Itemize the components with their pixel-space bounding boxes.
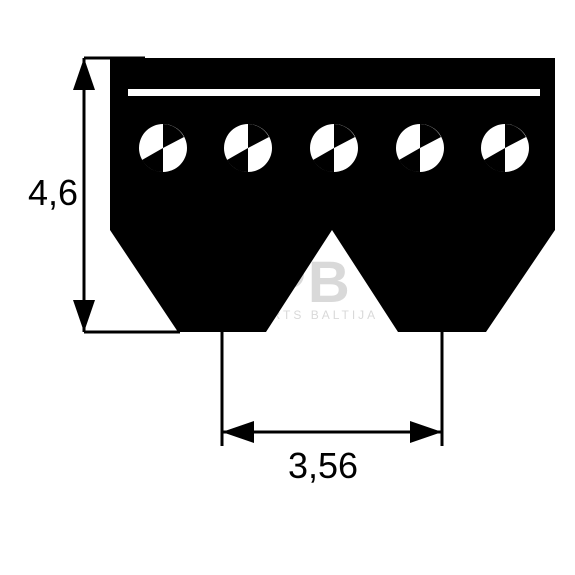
- dimension-horizontal: 3,56: [222, 332, 442, 486]
- dimension-horizontal-label: 3,56: [288, 445, 358, 486]
- hole-1: [139, 124, 187, 172]
- dimension-vertical-label: 4,6: [28, 172, 78, 213]
- cord-line: [128, 89, 540, 96]
- belt-profile: [110, 58, 555, 332]
- hole-2: [224, 124, 272, 172]
- hole-3: [310, 124, 358, 172]
- hole-4: [396, 124, 444, 172]
- diagram-svg: 4,6 3,56: [0, 0, 575, 575]
- hole-5: [481, 124, 529, 172]
